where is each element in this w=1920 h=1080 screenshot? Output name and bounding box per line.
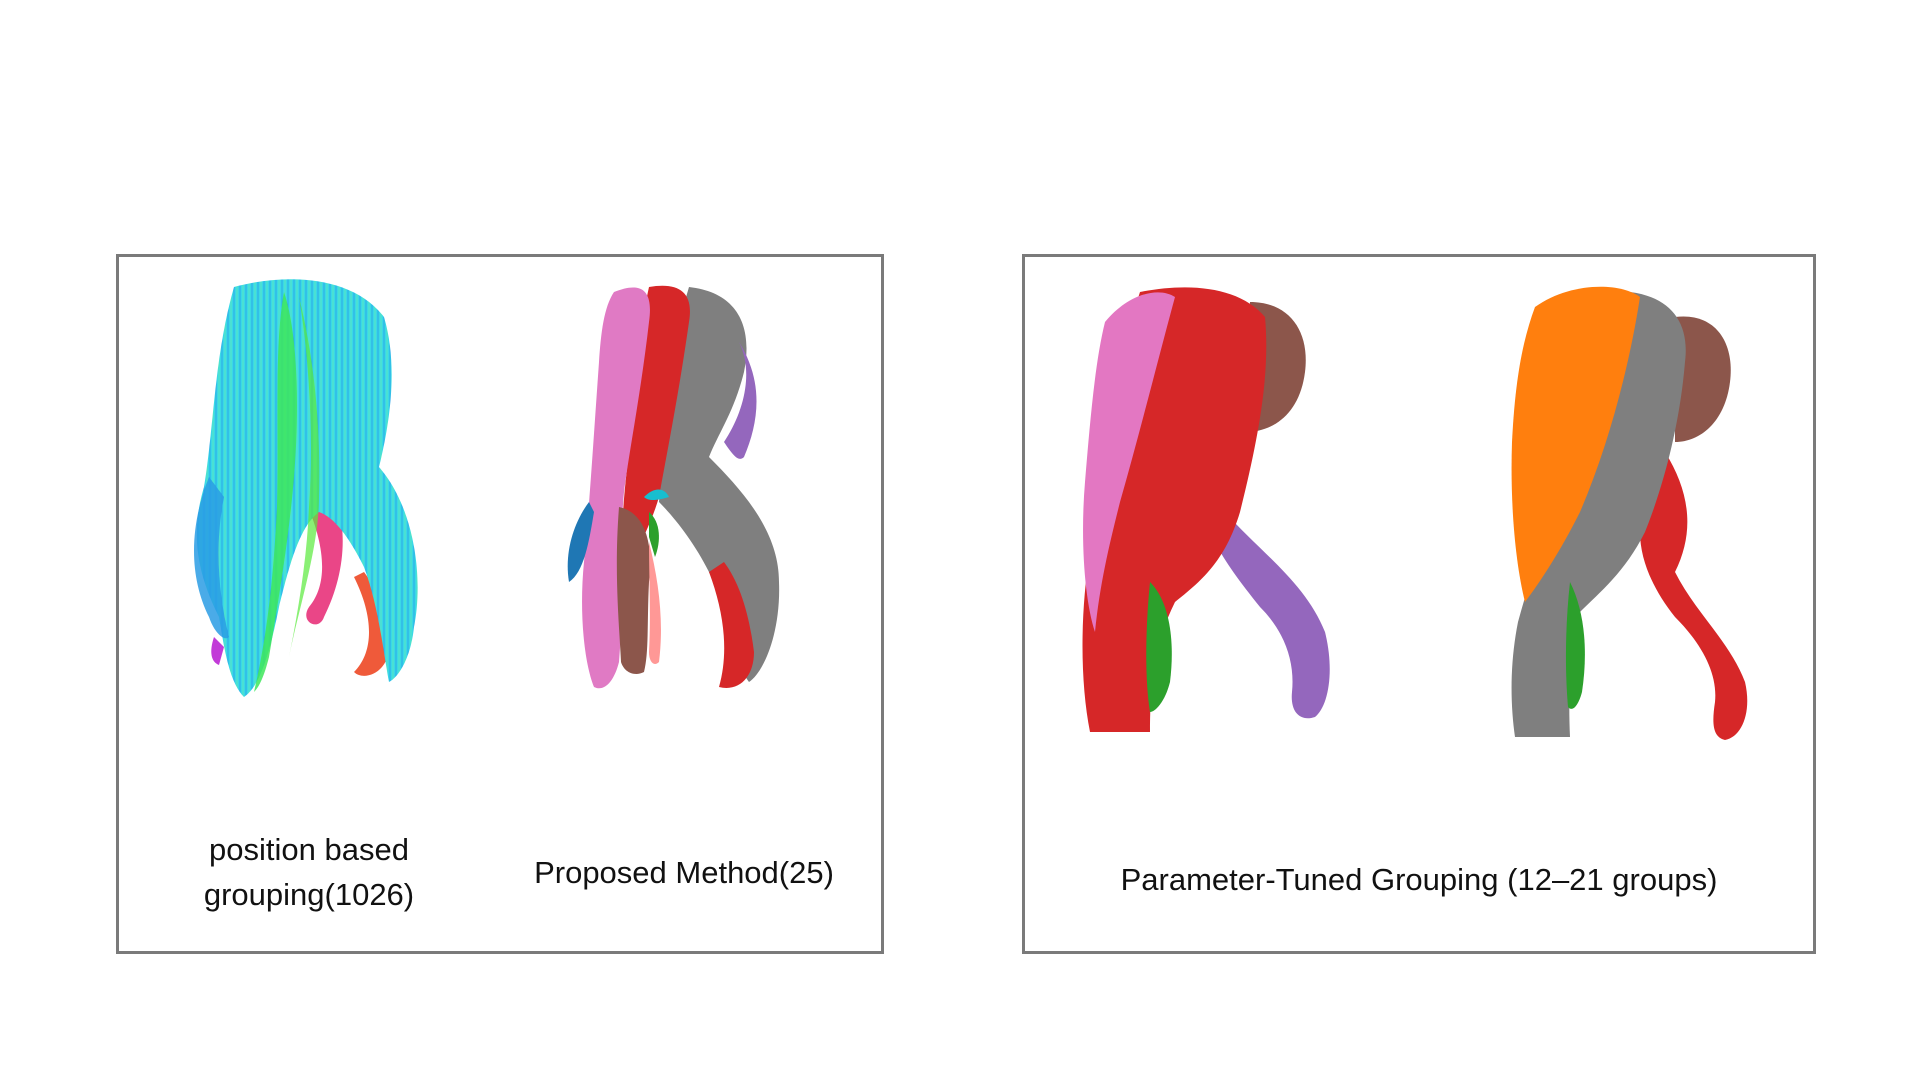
hair-group-green xyxy=(649,512,659,557)
hair-group-grey xyxy=(659,287,780,682)
hair-group-grey xyxy=(1511,292,1686,737)
hair-group-green xyxy=(1146,582,1172,712)
hair-strand-group xyxy=(254,292,297,692)
proposed-method-caption: Proposed Method(25) xyxy=(504,850,864,895)
hair-group-green xyxy=(1565,582,1585,709)
position-based-hair-render xyxy=(194,279,418,697)
proposed-method-hair-render xyxy=(567,285,780,689)
hair-group-blue xyxy=(567,502,594,582)
hair-strand-group xyxy=(289,297,320,657)
position-based-caption-line2: grouping(1026) xyxy=(203,877,415,912)
hair-group-salmon xyxy=(649,542,661,664)
hair-group-purple xyxy=(724,342,757,459)
hair-group-pink xyxy=(1083,292,1175,632)
parameter-tuned-hair-render-a xyxy=(1082,287,1330,732)
proposed-method-caption-text: Proposed Method(25) xyxy=(534,855,834,890)
right-parameter-tuned-panel: Parameter-Tuned Grouping (12–21 groups) xyxy=(1022,254,1816,954)
hair-group-cyan xyxy=(644,489,669,501)
hair-group-brown xyxy=(616,507,651,674)
parameter-tuned-caption-text: Parameter-Tuned Grouping (12–21 groups) xyxy=(1120,862,1718,897)
hair-group-red xyxy=(1640,452,1748,740)
position-based-caption-line1: position based xyxy=(209,832,409,867)
hair-strand-group xyxy=(196,279,418,697)
position-based-caption: position based grouping(1026) xyxy=(159,827,459,917)
hair-group-pink xyxy=(582,287,650,689)
hair-group-brown xyxy=(1675,316,1731,442)
hair-group-orange xyxy=(1511,286,1640,602)
left-comparison-panel: position based grouping(1026) Proposed M… xyxy=(116,254,884,954)
hair-strand-group xyxy=(211,637,224,665)
hair-group-red xyxy=(709,562,754,688)
hair-group-purple xyxy=(1215,512,1330,719)
hair-strand-group xyxy=(354,572,389,676)
parameter-tuned-hair-render-b xyxy=(1511,286,1748,740)
parameter-tuned-caption: Parameter-Tuned Grouping (12–21 groups) xyxy=(1025,857,1813,902)
hair-strand-group xyxy=(194,477,229,639)
hair-strand-group xyxy=(299,487,343,625)
